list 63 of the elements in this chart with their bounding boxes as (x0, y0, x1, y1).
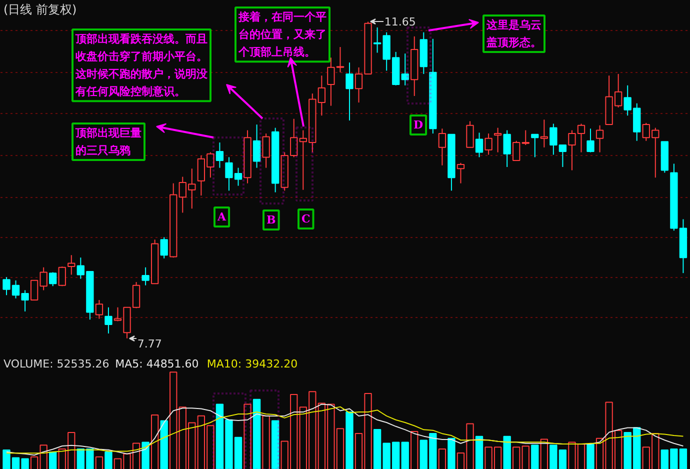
annotation: 顶部出现看跌吞没线。而且收盘价击穿了前期小平台。这时候不跑的散户，说明没有任何风险控制意识。 (74, 32, 208, 98)
bar (271, 420, 280, 469)
candlestick (104, 306, 112, 334)
candlestick (475, 132, 484, 158)
candlestick (522, 130, 530, 146)
candlestick (596, 124, 604, 153)
bar (503, 436, 511, 469)
candlestick (494, 127, 502, 153)
bar (170, 372, 178, 469)
text: MA5: 44851.60 (115, 358, 199, 370)
candlestick (160, 236, 168, 259)
candlestick (95, 300, 104, 320)
bar (522, 446, 530, 469)
bar (540, 438, 548, 469)
annotation: 顶部出现巨量的三只乌鸦 (74, 126, 142, 158)
bar (448, 438, 456, 469)
bar (160, 420, 168, 469)
annotation: 11.65 (384, 16, 416, 28)
candlestick (318, 75, 326, 116)
candlestick (586, 128, 594, 153)
candlestick (216, 142, 224, 168)
candlestick (262, 133, 270, 168)
bar (438, 448, 446, 469)
candlestick (512, 140, 520, 161)
candlestick (456, 162, 465, 184)
annotation: 7.77 (137, 338, 162, 350)
candlestick (466, 120, 474, 148)
bar (586, 444, 594, 469)
bar (104, 451, 112, 469)
candlestick (252, 124, 261, 168)
candlestick (58, 266, 66, 287)
chart-title: VOLUME: 52535.26 (4, 358, 110, 370)
text: MA10: 39432.20 (206, 358, 298, 370)
bar (95, 456, 104, 469)
bar (150, 414, 159, 469)
annotation: 接着，在同一个平台的位置，又来了个顶部上吊线。 (238, 10, 326, 59)
candlestick (401, 53, 409, 86)
candlestick (540, 119, 548, 148)
chart-title: (日线 前复权) (4, 2, 77, 16)
bar (142, 442, 150, 469)
bar (401, 442, 409, 469)
bar (531, 444, 539, 469)
annotation: C (302, 212, 310, 226)
bar (475, 436, 484, 469)
candlestick (438, 128, 446, 166)
candlestick (68, 254, 76, 276)
candlestick (484, 133, 492, 156)
candlestick (49, 272, 57, 287)
candlestick (142, 266, 150, 286)
bar (410, 431, 418, 469)
bar (49, 451, 57, 469)
annotation: A (216, 210, 226, 224)
candlestick (346, 62, 354, 121)
bar (262, 415, 270, 469)
bar (512, 446, 520, 469)
annotation: 这里是乌云盖顶形态。 (486, 18, 542, 50)
bar (346, 412, 354, 469)
bar (252, 398, 261, 469)
candlestick (531, 134, 539, 158)
bar (244, 404, 252, 469)
annotation: D (414, 118, 424, 132)
annotation: B (266, 214, 276, 226)
candlestick (503, 130, 511, 168)
